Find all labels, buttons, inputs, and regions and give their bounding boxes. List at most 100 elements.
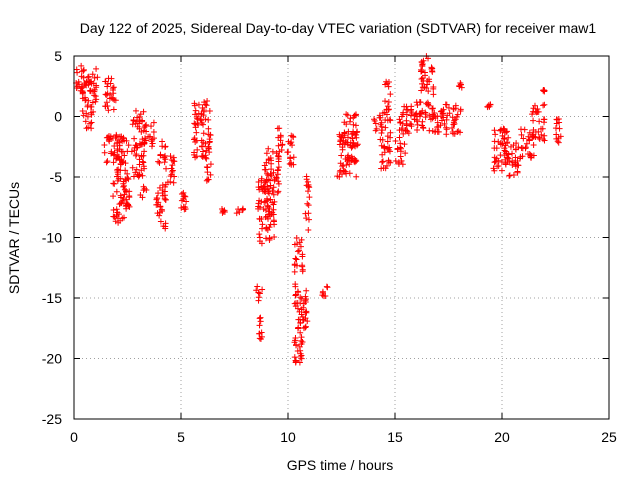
data-point xyxy=(385,106,392,113)
data-point xyxy=(113,173,120,180)
data-point xyxy=(302,324,309,331)
data-point xyxy=(403,111,410,118)
data-point xyxy=(258,240,265,247)
data-point xyxy=(499,132,506,139)
data-point xyxy=(491,127,498,134)
data-point xyxy=(129,164,136,171)
data-point xyxy=(414,126,421,133)
data-point xyxy=(168,157,175,164)
data-point xyxy=(162,196,169,203)
data-point xyxy=(304,318,311,325)
data-point xyxy=(418,110,425,117)
data-point xyxy=(143,121,150,128)
data-point xyxy=(275,153,282,160)
data-point xyxy=(116,211,123,218)
data-point xyxy=(92,93,99,100)
data-point xyxy=(557,133,564,140)
data-point xyxy=(192,111,199,118)
data-point xyxy=(302,293,309,300)
data-point xyxy=(263,176,270,183)
data-point xyxy=(183,198,190,205)
data-point xyxy=(266,224,273,231)
data-point xyxy=(266,235,273,242)
data-point xyxy=(256,315,263,322)
data-point xyxy=(112,97,119,104)
data-point xyxy=(297,319,304,326)
data-point xyxy=(269,148,276,155)
data-point xyxy=(93,65,100,72)
x-axis-label: GPS time / hours xyxy=(287,457,394,473)
data-point xyxy=(142,137,149,144)
data-point xyxy=(279,141,286,148)
data-point xyxy=(199,153,206,160)
data-point xyxy=(438,107,445,114)
data-point xyxy=(141,148,148,155)
data-point xyxy=(498,167,505,174)
data-point xyxy=(294,248,301,255)
data-point xyxy=(484,104,491,111)
data-point xyxy=(268,166,275,173)
data-point xyxy=(395,160,402,167)
data-point xyxy=(527,152,534,159)
data-point xyxy=(111,213,118,220)
data-point xyxy=(446,110,453,117)
data-point xyxy=(554,116,561,123)
data-point xyxy=(133,166,140,173)
data-point xyxy=(440,114,447,121)
data-point xyxy=(541,132,548,139)
data-point xyxy=(451,117,458,124)
data-point xyxy=(106,135,113,142)
data-point xyxy=(156,159,163,166)
data-point xyxy=(259,286,266,293)
data-point xyxy=(162,183,169,190)
data-point xyxy=(441,120,448,127)
data-point xyxy=(442,101,449,108)
data-point xyxy=(150,135,157,142)
data-point xyxy=(408,121,415,128)
data-point xyxy=(262,214,269,221)
data-point xyxy=(431,129,438,136)
data-point xyxy=(105,107,112,114)
data-point xyxy=(169,162,176,169)
data-point xyxy=(116,142,123,149)
data-point xyxy=(140,183,147,190)
data-point xyxy=(382,81,389,88)
data-point xyxy=(123,188,130,195)
data-point xyxy=(352,143,359,150)
data-point xyxy=(265,172,272,179)
data-point xyxy=(507,143,514,150)
data-point xyxy=(139,136,146,143)
data-point xyxy=(306,194,313,201)
data-point xyxy=(83,125,90,132)
y-tick-label: -5 xyxy=(50,169,63,185)
data-point xyxy=(351,155,358,162)
data-point xyxy=(457,108,464,115)
data-point xyxy=(103,99,110,106)
data-point xyxy=(536,118,543,125)
data-point xyxy=(142,122,149,129)
data-point xyxy=(353,173,360,180)
data-point xyxy=(191,102,198,109)
data-point xyxy=(491,159,498,166)
data-point xyxy=(140,159,147,166)
data-point xyxy=(109,135,116,142)
data-point xyxy=(523,140,530,147)
data-point xyxy=(291,268,298,275)
data-point xyxy=(132,120,139,127)
data-point xyxy=(392,138,399,145)
data-point xyxy=(117,157,124,164)
y-tick-label: 5 xyxy=(54,48,62,64)
data-point xyxy=(526,137,533,144)
data-point xyxy=(256,197,263,204)
data-point xyxy=(428,66,435,73)
data-point xyxy=(401,141,408,148)
data-point xyxy=(552,125,559,132)
data-point xyxy=(145,133,152,140)
data-point xyxy=(524,150,531,157)
data-point xyxy=(345,134,352,141)
data-point xyxy=(292,337,299,344)
data-point xyxy=(236,209,243,216)
data-point xyxy=(336,173,343,180)
data-point xyxy=(429,65,436,72)
